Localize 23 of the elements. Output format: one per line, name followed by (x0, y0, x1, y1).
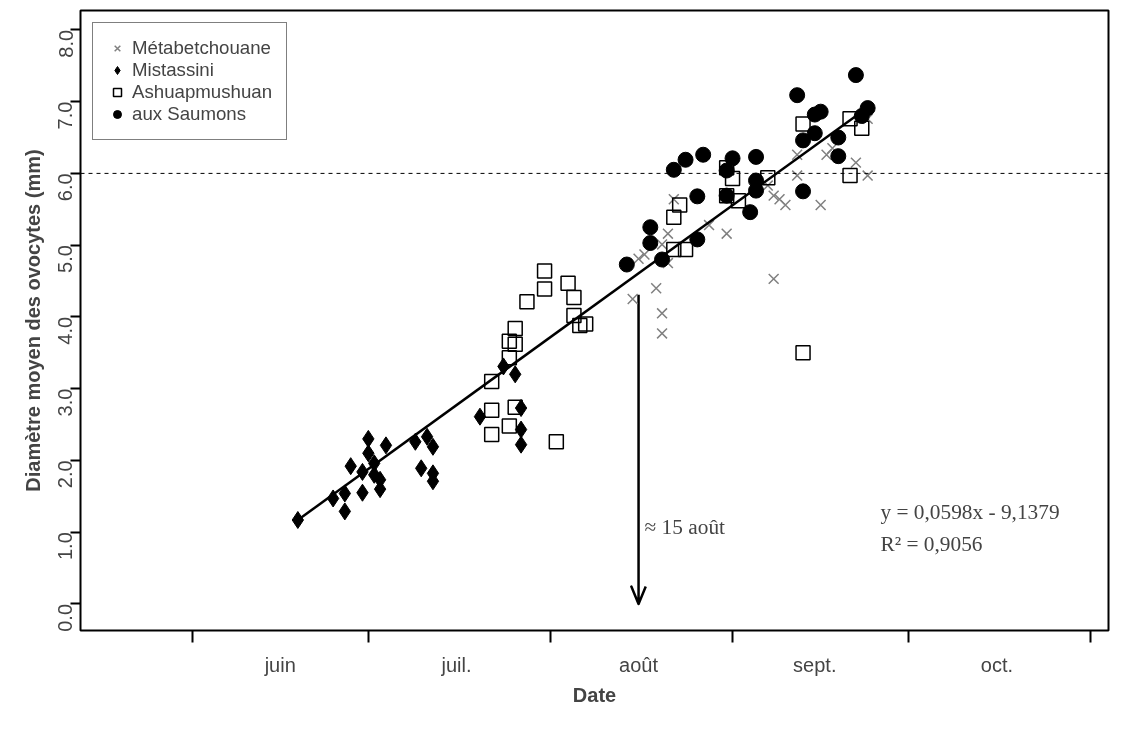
y-tick-label: 2.0 (54, 460, 77, 489)
y-tick-label: 6.0 (54, 173, 77, 202)
x-tick-label: oct. (980, 653, 1014, 676)
ref-line-label: ≈ 15 août (644, 514, 726, 539)
x-tick-label: août (619, 653, 659, 676)
legend-label: Ashuapmushuan (132, 81, 273, 103)
y-tick-label: 3.0 (54, 388, 77, 417)
x-tick-label: juil. (440, 653, 472, 676)
legend-label: aux Saumons (132, 103, 247, 125)
y-axis-title: Diamètre moyen des ovocytes (mm) (21, 149, 44, 492)
x-axis-title: Date (572, 683, 617, 706)
legend-label: Mistassini (132, 59, 214, 81)
legend-label: Métabetchouane (132, 37, 271, 59)
y-tick-label: 1.0 (54, 532, 77, 560)
x-tick-label: juin (263, 653, 296, 676)
annotation: R² = 0,9056 (880, 531, 983, 556)
y-tick-label: 5.0 (54, 245, 77, 273)
y-tick-label: 4.0 (54, 316, 77, 345)
y-tick-label: 8.0 (54, 29, 77, 58)
annotation: y = 0,0598x - 9,1379 (880, 499, 1060, 524)
x-tick-label: sept. (793, 653, 837, 676)
y-tick-label: 7.0 (54, 101, 77, 130)
y-tick-label: 0.0 (54, 603, 77, 632)
